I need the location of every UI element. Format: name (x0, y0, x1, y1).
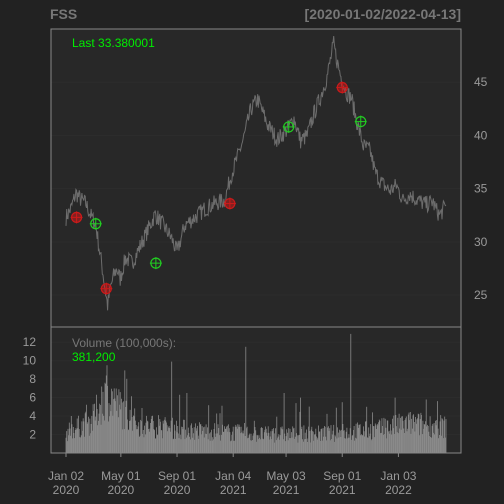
volume-last-value: 381,200 (72, 350, 116, 364)
volume-tick-label: 4 (29, 409, 36, 423)
x-tick-label: May 01 (101, 469, 141, 483)
price-tick-label: 25 (474, 288, 488, 302)
price-axis: 25 30 35 40 45 (474, 75, 488, 302)
x-tick-label: Sep 01 (158, 469, 196, 483)
last-price-label: Last 33.380001 (72, 36, 155, 50)
x-tick-year-label: 2021 (220, 483, 247, 497)
buy-signal-marker (354, 115, 367, 128)
x-tick-year-label: 2021 (329, 483, 356, 497)
symbol-title: FSS (50, 6, 77, 22)
x-tick-label: Jan 03 (380, 469, 416, 483)
x-tick-year-label: 2020 (164, 483, 191, 497)
x-tick-label: Jan 04 (215, 469, 251, 483)
volume-axis: 2 4 6 8 10 12 (23, 335, 37, 441)
x-tick-year-label: 2020 (53, 483, 80, 497)
price-panel: 25 30 35 40 45 Last 33.380001 (50, 28, 488, 328)
price-series (65, 35, 447, 311)
sell-signal-marker (70, 211, 83, 224)
buy-signal-marker (89, 217, 102, 230)
x-tick-label: May 03 (266, 469, 306, 483)
buy-signal-marker (149, 257, 162, 270)
price-tick-label: 35 (474, 182, 488, 196)
volume-tick-label: 2 (29, 428, 36, 442)
buy-signal-marker (282, 120, 295, 133)
price-tick-label: 45 (474, 75, 488, 89)
price-tick-label: 40 (474, 128, 488, 142)
price-panel-bg (51, 29, 461, 327)
sell-signal-marker (223, 197, 236, 210)
x-tick-year-label: 2022 (385, 483, 412, 497)
volume-panel-border (50, 326, 462, 454)
volume-panel: 2 4 6 8 10 12 Volume (100,000s): 381,200 (23, 326, 462, 454)
price-tick-label: 30 (474, 235, 488, 249)
volume-tick-label: 8 (29, 372, 36, 386)
volume-series (65, 333, 447, 453)
volume-tick-label: 6 (29, 391, 36, 405)
signal-markers (70, 81, 367, 295)
x-tick-year-label: 2021 (273, 483, 300, 497)
x-tick-label: Jan 02 (48, 469, 84, 483)
volume-tick-label: 10 (23, 354, 37, 368)
sell-signal-marker (336, 81, 349, 94)
volume-label: Volume (100,000s): (72, 336, 176, 350)
sell-signal-marker (100, 282, 113, 295)
x-tick-label: Sep 01 (323, 469, 361, 483)
x-tick-year-label: 2020 (108, 483, 135, 497)
date-range-title: [2020-01-02/2022-04-13] (305, 6, 461, 22)
price-line (65, 35, 447, 311)
volume-tick-label: 12 (23, 335, 37, 349)
